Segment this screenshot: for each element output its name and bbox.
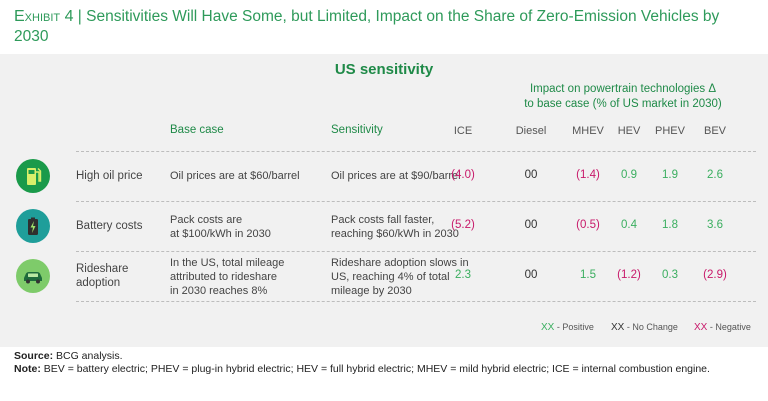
lever-label-line: Battery costs xyxy=(76,220,143,232)
lever-label-line: High oil price xyxy=(76,170,143,182)
lever-label-line: Rideshare xyxy=(76,263,129,275)
base-case-cell: In the US, total mileage attributed to ri… xyxy=(170,256,284,298)
lever-label: Rideshare adoption xyxy=(76,262,128,290)
value-diesel: 00 xyxy=(524,269,538,281)
value-mhev: (1.4) xyxy=(576,169,600,181)
source-label: Source: xyxy=(14,350,54,362)
base-case-cell-line: at $100/kWh in 2030 xyxy=(170,227,271,240)
source-note: Source: BCG analysis. Note: BEV = batter… xyxy=(14,350,754,376)
battery-icon xyxy=(16,209,50,243)
sensitivity-cell: Rideshare adoption slows in US, reaching … xyxy=(331,256,469,298)
sensitivity-cell: Oil prices are at $90/barrel xyxy=(331,169,461,183)
lever-label: Battery costs xyxy=(76,219,142,233)
value-phev: 1.9 xyxy=(662,169,678,181)
legend-key: XX xyxy=(694,322,708,333)
lever-label-line: adoption xyxy=(76,277,121,289)
sensitivity-cell-line: reaching $60/kWh in 2030 xyxy=(331,227,459,240)
impact-header-line-2: to base case (% of US market in 2030) xyxy=(524,98,722,110)
base-case-cell: Oil prices are at $60/barrel xyxy=(170,169,300,183)
source-line: Source: BCG analysis. xyxy=(14,350,754,363)
base-case-header: Base case xyxy=(170,124,224,136)
value-ice: (4.0) xyxy=(451,169,475,181)
exhibit-separator: | xyxy=(73,8,87,25)
base-case-cell-line: Pack costs are xyxy=(170,213,243,226)
sensitivity-cell-line: Rideshare adoption slows in xyxy=(331,256,469,269)
lever-label: High oil price xyxy=(76,169,142,183)
row-divider xyxy=(76,251,756,252)
sensitivity-panel: US sensitivity Impact on powertrain tech… xyxy=(0,54,768,347)
sensitivity-cell: Pack costs fall faster, reaching $60/kWh … xyxy=(331,213,459,241)
value-hev: 0.4 xyxy=(621,219,637,231)
value-diesel: 00 xyxy=(524,219,538,231)
tech-header-diesel: Diesel xyxy=(515,125,547,137)
sensitivity-cell-line: Pack costs fall faster, xyxy=(331,213,435,226)
legend-item-pos: XX - Positive xyxy=(541,322,594,333)
base-case-cell-line: Oil prices are at $60/barrel xyxy=(170,170,300,183)
exhibit-title-text: Sensitivities Will Have Some, but Limite… xyxy=(14,8,720,45)
exhibit-title: Exhibit 4 | Sensitivities Will Have Some… xyxy=(14,7,754,47)
tech-header-mhev: MHEV xyxy=(572,125,604,137)
impact-header-line-1: Impact on powertrain technologies Δ xyxy=(529,83,717,95)
sensitivity-cell-line: Oil prices are at $90/barrel xyxy=(331,170,461,183)
value-bev: 2.6 xyxy=(707,169,723,181)
legend-label: - Negative xyxy=(707,322,751,332)
value-bev: 3.6 xyxy=(707,219,723,231)
legend-label: - Positive xyxy=(554,322,594,332)
tech-header-phev: PHEV xyxy=(655,125,685,137)
legend-item-nc: XX - No Change xyxy=(611,322,678,333)
sensitivity-cell-line: mileage by 2030 xyxy=(331,284,412,297)
row-divider xyxy=(76,301,756,302)
value-mhev: (0.5) xyxy=(576,219,600,231)
tech-header-hev: HEV xyxy=(617,125,641,137)
legend-key: XX xyxy=(611,322,625,333)
legend-key: XX xyxy=(541,322,555,333)
note-line: Note: BEV = battery electric; PHEV = plu… xyxy=(14,363,754,376)
note-label: Note: xyxy=(14,363,41,375)
value-hev: (1.2) xyxy=(617,269,641,281)
row-divider xyxy=(76,201,756,202)
legend-label: - No Change xyxy=(624,322,678,332)
note-text: BEV = battery electric; PHEV = plug-in h… xyxy=(40,363,710,375)
sensitivity-header: Sensitivity xyxy=(331,124,383,136)
sensitivity-cell-line: US, reaching 4% of total xyxy=(331,270,450,283)
fuel-pump-icon xyxy=(16,159,50,193)
impact-header: Impact on powertrain technologies Δ to b… xyxy=(510,82,736,112)
value-ice: 2.3 xyxy=(455,269,471,281)
tech-header-bev: BEV xyxy=(703,125,726,137)
panel-title: US sensitivity xyxy=(334,61,434,78)
exhibit-label: Exhibit 4 xyxy=(14,8,74,25)
base-case-cell: Pack costs are at $100/kWh in 2030 xyxy=(170,213,271,241)
value-phev: 1.8 xyxy=(662,219,678,231)
car-icon xyxy=(16,259,50,293)
base-case-cell-line: In the US, total mileage xyxy=(170,256,285,269)
value-bev: (2.9) xyxy=(703,269,727,281)
base-case-cell-line: in 2030 reaches 8% xyxy=(170,284,268,297)
legend-item-neg: XX - Negative xyxy=(694,322,751,333)
value-diesel: 00 xyxy=(524,169,538,181)
value-mhev: 1.5 xyxy=(580,269,596,281)
base-case-cell-line: attributed to rideshare xyxy=(170,270,278,283)
value-ice: (5.2) xyxy=(451,219,475,231)
row-divider xyxy=(76,151,756,152)
value-hev: 0.9 xyxy=(621,169,637,181)
tech-header-ice: ICE xyxy=(453,125,473,137)
source-text: BCG analysis. xyxy=(53,350,123,362)
value-phev: 0.3 xyxy=(662,269,678,281)
